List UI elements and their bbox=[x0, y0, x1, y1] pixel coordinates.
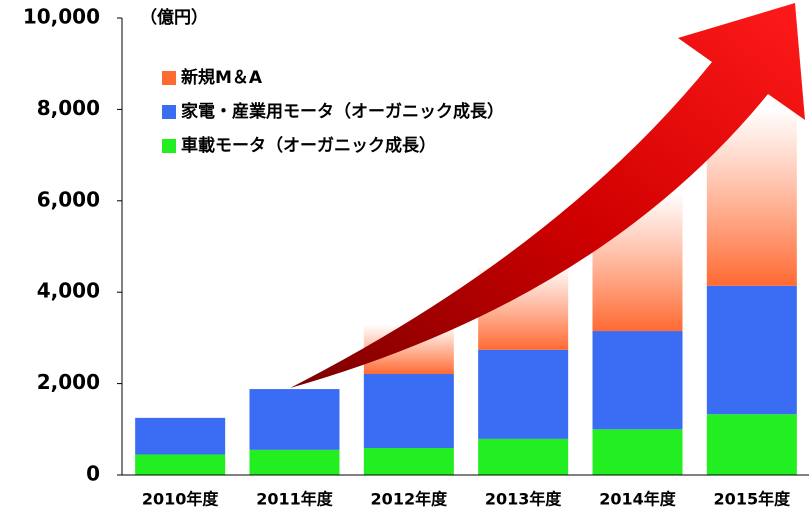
bars bbox=[135, 109, 797, 475]
bar-segment bbox=[249, 449, 340, 475]
growth-arrow bbox=[290, 3, 805, 388]
y-tick-label: 10,000 bbox=[23, 5, 100, 29]
y-tick-label: 2,000 bbox=[37, 370, 100, 394]
y-tick-label: 0 bbox=[86, 462, 100, 486]
legend-label: 車載モータ（オーガニック成長） bbox=[181, 135, 436, 156]
x-tick-label: 2014年度 bbox=[599, 490, 677, 509]
legend-swatch bbox=[162, 139, 176, 153]
legend-label: 新規M＆A bbox=[181, 67, 263, 88]
legend-label: 家電・産業用モータ（オーガニック成長） bbox=[181, 101, 504, 122]
y-tick-label: 4,000 bbox=[37, 279, 100, 303]
x-tick-label: 2015年度 bbox=[714, 490, 792, 509]
bar-segment bbox=[706, 414, 797, 475]
bar-segment bbox=[135, 454, 226, 475]
unit-label: （億円） bbox=[140, 7, 208, 28]
x-tick-label: 2013年度 bbox=[485, 490, 563, 509]
legend-swatch bbox=[162, 105, 176, 119]
x-tick-label: 2010年度 bbox=[142, 490, 220, 509]
bar-segment bbox=[592, 331, 683, 430]
bar-segment bbox=[249, 389, 340, 450]
bar-segment bbox=[706, 285, 797, 415]
x-tick-label: 2011年度 bbox=[256, 490, 334, 509]
y-tick-label: 6,000 bbox=[37, 187, 100, 211]
x-tick-label: 2012年度 bbox=[371, 490, 449, 509]
bar-segment bbox=[363, 374, 454, 449]
legend-swatch bbox=[162, 71, 176, 85]
y-tick-label: 8,000 bbox=[37, 96, 100, 120]
legend: 新規M＆A 家電・産業用モータ（オーガニック成長） 車載モータ（オーガニック成長） bbox=[162, 67, 504, 156]
bar-segment bbox=[363, 448, 454, 475]
bar-segment bbox=[135, 417, 226, 455]
bar-segment bbox=[592, 429, 683, 475]
bar-segment bbox=[478, 349, 569, 439]
bar-segment bbox=[478, 438, 569, 475]
